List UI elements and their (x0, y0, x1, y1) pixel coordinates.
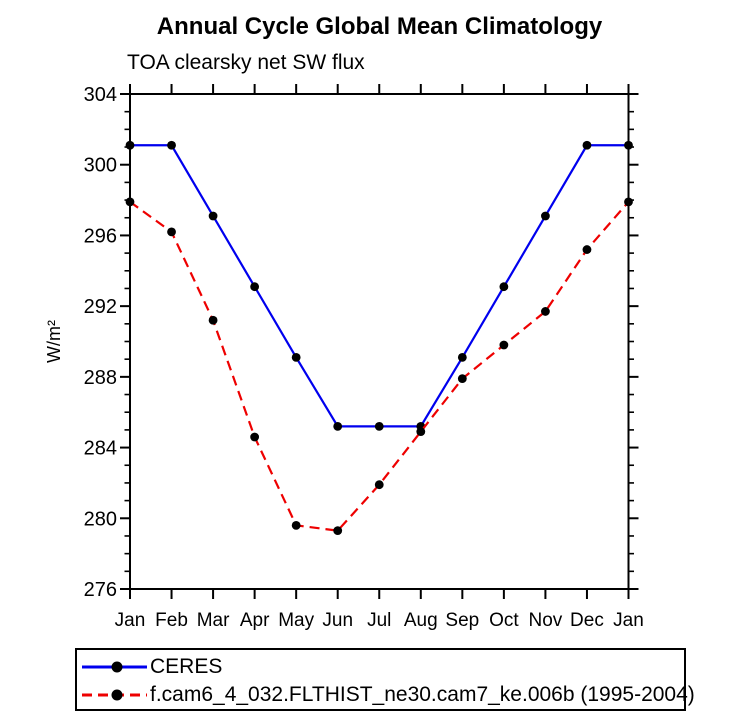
y-tick-label: 292 (84, 296, 117, 318)
legend-label-model: f.cam6_4_032.FLTHIST_ne30.cam7_ke.006b (… (150, 683, 695, 706)
data-point-marker (167, 140, 176, 150)
axes (129, 93, 630, 590)
data-point-marker (582, 245, 592, 254)
data-point-marker (624, 140, 633, 150)
y-tick-label: 304 (84, 84, 117, 106)
data-point-marker (374, 480, 384, 490)
data-point-marker (125, 197, 135, 207)
x-tick-label: Sep (445, 610, 479, 631)
series-line-ceres (130, 144, 629, 428)
y-tick-label: 280 (84, 508, 117, 530)
x-tick-label: Nov (529, 610, 563, 631)
ceres-line-sample-icon (82, 661, 147, 673)
plot-frame (129, 93, 630, 590)
data-point-marker (208, 315, 218, 325)
x-tick-label: Jan (115, 610, 146, 631)
x-tick-label: Feb (155, 610, 188, 631)
chart-subtitle: TOA clearsky net SW flux (127, 51, 365, 74)
model-line-sample-icon (82, 689, 147, 701)
data-point-marker (208, 211, 218, 221)
data-series (125, 140, 633, 536)
axis-ticks (120, 84, 639, 599)
data-point-marker (541, 211, 550, 221)
data-point-marker (541, 307, 550, 316)
x-tick-label: Apr (240, 610, 270, 631)
data-point-marker (125, 140, 135, 150)
data-point-marker (457, 353, 467, 362)
x-tick-label: Jun (322, 610, 353, 631)
data-point-marker (624, 197, 633, 207)
y-tick-label: 296 (84, 225, 117, 247)
legend-item-ceres: CERES (77, 653, 684, 681)
x-tick-label: Mar (197, 610, 230, 631)
data-point-marker (499, 340, 509, 350)
x-tick-label: Oct (489, 610, 519, 631)
x-tick-label: May (278, 610, 314, 631)
data-point-marker (250, 282, 260, 292)
data-point-marker (291, 520, 301, 530)
x-tick-label: Dec (570, 610, 604, 631)
plot-area: Jan Feb Mar Apr May Jun Jul Aug Sep Oct Nov Dec Jan 2… (44, 84, 644, 631)
legend-item-model: f.cam6_4_032.FLTHIST_ne30.cam7_ke.006b (… (77, 681, 695, 709)
y-tick-label: 300 (84, 155, 117, 177)
legend-label-ceres: CERES (150, 655, 223, 678)
legend: CERES f.cam6_4_032.FLTHIST_ne30.cam7_ke.… (75, 648, 695, 711)
data-point-marker (250, 432, 260, 442)
data-point-marker (499, 282, 509, 292)
data-point-marker (416, 427, 426, 437)
axis-labels: Jan Feb Mar Apr May Jun Jul Aug Sep Oct Nov Dec Jan 2… (44, 84, 644, 631)
data-point-marker (291, 353, 301, 362)
data-point-marker (333, 421, 343, 431)
x-tick-label: Jul (367, 610, 391, 631)
y-tick-label: 288 (84, 367, 117, 389)
y-tick-label: 276 (84, 579, 117, 601)
data-point-marker (333, 526, 343, 536)
x-tick-label: Jan (613, 610, 644, 631)
y-tick-label: 284 (84, 438, 117, 460)
data-point-marker (457, 374, 467, 384)
data-point-marker (167, 227, 176, 237)
data-point-marker (374, 421, 384, 431)
y-axis-label: W/m² (44, 320, 64, 363)
chart-title: Annual Cycle Global Mean Climatology (156, 13, 603, 40)
x-tick-label: Aug (404, 610, 438, 631)
data-point-marker (582, 140, 592, 150)
